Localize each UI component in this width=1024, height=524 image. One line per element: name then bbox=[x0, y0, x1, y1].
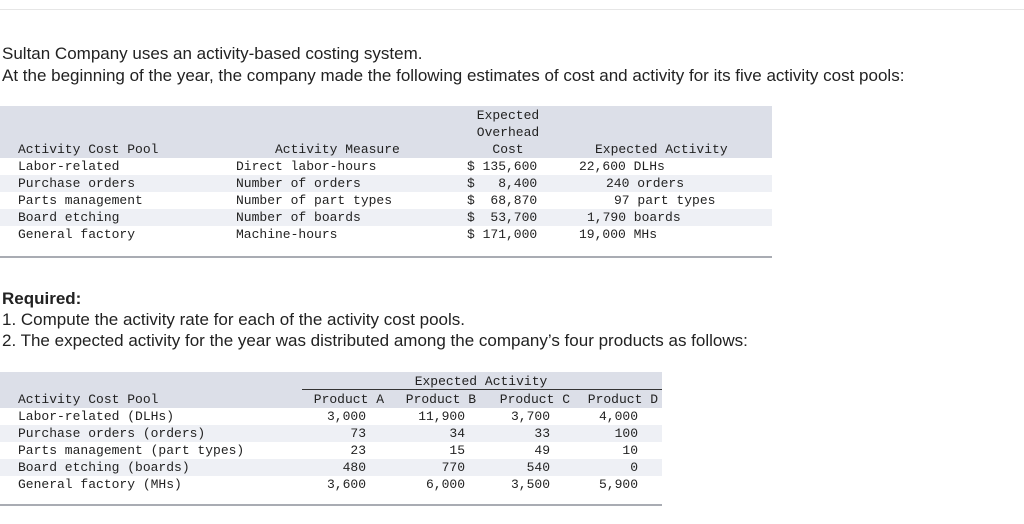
required-item-1: 1. Compute the activity rate for each of… bbox=[2, 310, 466, 329]
table2-cell-pool: Labor-related (DLHs) bbox=[18, 409, 175, 424]
table2-bottom-rule bbox=[0, 504, 662, 506]
table2-header-product-a: Product A bbox=[313, 392, 384, 407]
table2-header-band bbox=[0, 372, 662, 408]
table1-cell-activity: 97 part types bbox=[614, 193, 716, 208]
table2-row-stripe bbox=[0, 459, 662, 476]
table2-cell-pool: General factory (MHs) bbox=[18, 477, 182, 492]
table1-row-stripe bbox=[0, 209, 772, 226]
table1-cell-pool: General factory bbox=[18, 227, 136, 242]
table1-header-cost-line1: Expected bbox=[476, 108, 540, 123]
top-rule bbox=[0, 9, 1024, 10]
table1-row-stripe bbox=[0, 175, 772, 192]
table1-cell-measure: Direct labor-hours bbox=[236, 159, 377, 174]
table2-cell-product-c: 3,500 bbox=[510, 477, 550, 492]
table2-cell-product-b: 15 bbox=[449, 443, 465, 458]
table2-cell-product-c: 540 bbox=[526, 460, 550, 475]
table1-cell-activity: 22,600 DLHs bbox=[579, 159, 665, 174]
table1-header-pool: Activity Cost Pool bbox=[18, 142, 159, 157]
table1-header-cost-line2: Overhead bbox=[476, 125, 540, 140]
product-activity-table: Expected Activity Activity Cost Pool Pro… bbox=[0, 372, 662, 510]
table1-cell-measure: Number of boards bbox=[236, 210, 361, 225]
table2-cell-product-b: 770 bbox=[441, 460, 465, 475]
table1-cell-activity: 19,000 MHs bbox=[579, 227, 658, 242]
table2-cell-pool: Purchase orders (orders) bbox=[18, 426, 206, 441]
table2-cell-product-b: 11,900 bbox=[418, 409, 465, 424]
table2-cell-product-b: 6,000 bbox=[425, 477, 465, 492]
table2-header-product-b: Product B bbox=[405, 392, 476, 407]
table1-cell-measure: Machine-hours bbox=[236, 227, 338, 242]
table2-row-stripe bbox=[0, 425, 662, 442]
table1-cell-pool: Parts management bbox=[18, 193, 143, 208]
table2-cell-product-b: 34 bbox=[449, 426, 465, 441]
table2-cell-product-d: 100 bbox=[614, 426, 638, 441]
table2-group-underline bbox=[302, 389, 662, 390]
table1-cell-pool: Purchase orders bbox=[18, 176, 136, 191]
table2-cell-product-d: 4,000 bbox=[598, 409, 638, 424]
table1-cell-pool: Board etching bbox=[18, 210, 120, 225]
table2-header-product-d: Product D bbox=[587, 392, 658, 407]
required-heading: Required: bbox=[2, 289, 82, 308]
table2-cell-product-a: 3,000 bbox=[326, 409, 366, 424]
table2-header-product-c: Product C bbox=[499, 392, 570, 407]
table2-cell-product-a: 23 bbox=[350, 443, 366, 458]
intro-line-2: At the beginning of the year, the compan… bbox=[2, 66, 905, 85]
table2-cell-pool: Board etching (boards) bbox=[18, 460, 190, 475]
table1-header-cost-line3: Cost bbox=[492, 142, 524, 157]
intro-line-1: Sultan Company uses an activity-based co… bbox=[2, 44, 423, 63]
table1-cell-activity: 1,790 boards bbox=[587, 210, 681, 225]
table1-header-measure: Activity Measure bbox=[275, 142, 400, 157]
table2-cell-product-d: 0 bbox=[630, 460, 638, 475]
table1-bottom-rule bbox=[0, 256, 772, 258]
required-item-2: 2. The expected activity for the year wa… bbox=[2, 331, 748, 350]
table2-group-header: Expected Activity bbox=[414, 374, 548, 389]
table2-cell-product-c: 33 bbox=[534, 426, 550, 441]
table1-cell-cost: $ 135,600 bbox=[467, 159, 538, 174]
table2-cell-product-c: 3,700 bbox=[510, 409, 550, 424]
table2-cell-product-d: 10 bbox=[622, 443, 638, 458]
table2-header-pool: Activity Cost Pool bbox=[18, 392, 159, 407]
table1-cell-cost: $ 53,700 bbox=[467, 210, 538, 225]
table1-cell-cost: $ 68,870 bbox=[467, 193, 538, 208]
table2-cell-product-a: 3,600 bbox=[326, 477, 366, 492]
table1-cell-activity: 240 orders bbox=[606, 176, 685, 191]
table1-header-activity: Expected Activity bbox=[595, 142, 728, 157]
table1-header-band bbox=[0, 106, 772, 158]
table1-cell-pool: Labor-related bbox=[18, 159, 120, 174]
table2-cell-product-d: 5,900 bbox=[598, 477, 638, 492]
table2-cell-pool: Parts management (part types) bbox=[18, 443, 245, 458]
table1-cell-measure: Number of orders bbox=[236, 176, 361, 191]
table2-cell-product-a: 480 bbox=[342, 460, 366, 475]
table1-cell-measure: Number of part types bbox=[236, 193, 393, 208]
cost-pool-estimates-table: Activity Cost Pool Activity Measure Expe… bbox=[0, 106, 772, 260]
table2-cell-product-a: 73 bbox=[350, 426, 366, 441]
table1-cell-cost: $ 8,400 bbox=[467, 176, 538, 191]
table2-cell-product-c: 49 bbox=[534, 443, 550, 458]
table1-cell-cost: $ 171,000 bbox=[467, 227, 538, 242]
